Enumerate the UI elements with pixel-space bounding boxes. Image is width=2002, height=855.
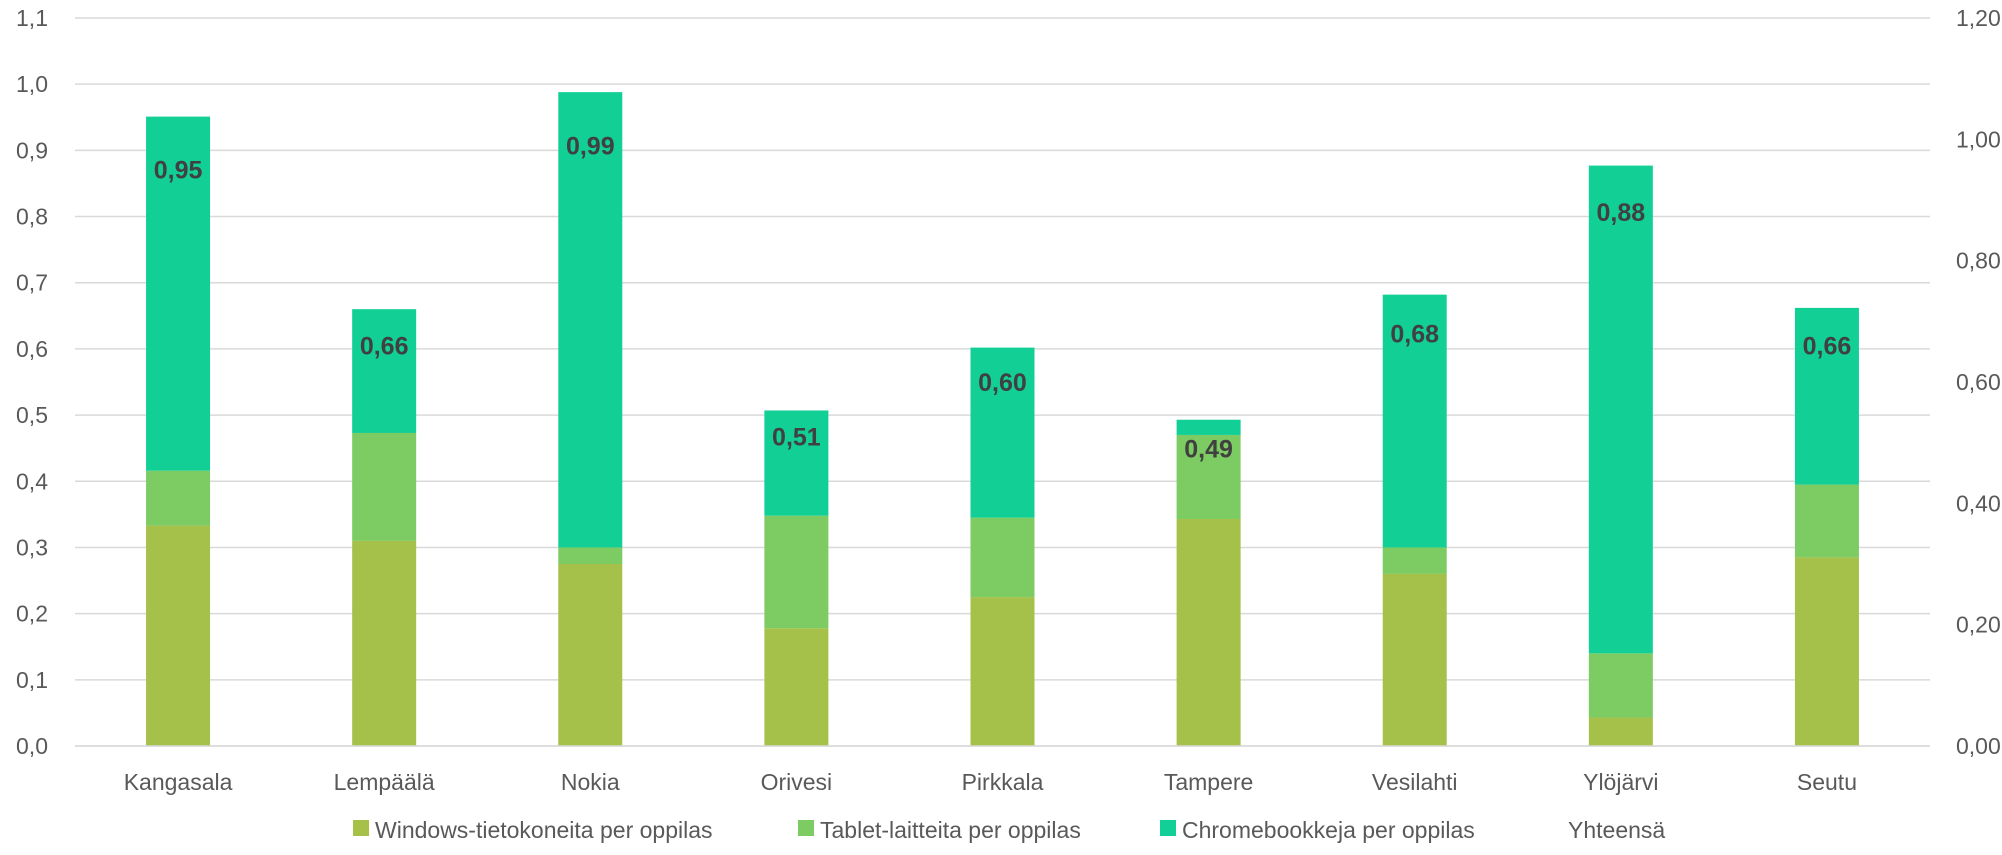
y-tick-label: 0,3 (16, 534, 48, 560)
bars (146, 92, 1859, 746)
legend-item: Tablet-laitteita per oppilas (798, 817, 1081, 843)
bar-stack (1176, 419, 1241, 746)
y2-tick-label: 0,60 (1956, 369, 2001, 395)
bar-segment-series-2 (1588, 653, 1653, 718)
bar-stack (970, 347, 1035, 746)
legend-item: Chromebookkeja per oppilas (1160, 817, 1475, 843)
bar-segment-series-1 (146, 525, 211, 746)
legend-swatch (1160, 820, 1176, 836)
bar-segment-series-2 (1176, 434, 1241, 519)
y2-tick-label: 0,80 (1956, 248, 2001, 274)
bar-stack (352, 309, 417, 746)
bar-stack (1794, 307, 1859, 746)
total-data-label: 0,99 (566, 132, 615, 160)
total-data-label: 0,95 (154, 157, 203, 185)
y-tick-label: 0,2 (16, 601, 48, 627)
legend-label: Windows-tietokoneita per oppilas (375, 817, 713, 843)
x-axis: Kangasala Lempäälä Nokia Orivesi Pirkkala Tam… (75, 745, 1930, 795)
bar-segment-series-2 (1382, 547, 1447, 574)
bar-segment-series-2 (146, 470, 211, 526)
bar-segment-series-3 (1588, 165, 1653, 654)
y-tick-label: 0,1 (16, 667, 48, 693)
bar-stack (558, 92, 623, 746)
y-tick-label: 1,1 (16, 5, 48, 31)
y2-tick-label: 0,00 (1956, 733, 2001, 759)
y-tick-label: 0,8 (16, 204, 48, 230)
bar-segment-series-2 (970, 517, 1035, 598)
bar-segment-series-3 (558, 92, 623, 548)
y-tick-label: 0,0 (16, 733, 48, 759)
y2-tick-label: 1,20 (1956, 5, 2001, 31)
total-data-label: 0,49 (1184, 436, 1233, 464)
bar-segment-series-2 (764, 515, 829, 629)
y2-tick-label: 0,20 (1956, 612, 2001, 638)
y-axis: 0,0 0,1 0,2 0,3 0,4 0,5 0,6 0,7 0,8 0,9 1,0 1,1 (16, 5, 48, 759)
bar-segment-series-3 (970, 347, 1035, 518)
bar-segment-series-1 (764, 628, 829, 746)
bar-segment-series-1 (1382, 573, 1447, 746)
bar-segment-series-2 (352, 432, 417, 541)
data-labels: 0,95 0,66 0,99 0,51 0,60 0,49 0,68 0,88 0,66 (154, 132, 1852, 463)
bar-segment-series-1 (558, 564, 623, 746)
x-category-label: Lempäälä (334, 769, 435, 795)
bar-segment-series-1 (1176, 518, 1241, 746)
legend-swatch (798, 820, 814, 836)
x-category-label: Nokia (561, 769, 620, 795)
total-data-label: 0,66 (1803, 333, 1852, 361)
bar-segment-series-3 (1176, 419, 1241, 435)
legend-item: Windows-tietokoneita per oppilas (353, 817, 713, 843)
total-data-label: 0,51 (772, 424, 821, 452)
bar-segment-series-3 (146, 116, 211, 471)
total-data-label: 0,60 (978, 369, 1027, 397)
x-category-label: Seutu (1797, 769, 1857, 795)
bar-segment-series-1 (1794, 557, 1859, 746)
total-data-label: 0,68 (1390, 320, 1439, 348)
secondary-y-axis: 0,00 0,20 0,40 0,60 0,80 1,00 1,20 (1956, 5, 2001, 759)
bar-stack (1588, 165, 1653, 746)
x-category-label: Orivesi (761, 769, 833, 795)
y-tick-label: 0,7 (16, 270, 48, 296)
legend-item: Yhteensä (1568, 817, 1665, 843)
x-category-label: Ylöjärvi (1583, 769, 1658, 795)
bar-segment-series-1 (1588, 717, 1653, 746)
bar-segment-series-3 (764, 410, 829, 516)
total-data-label: 0,66 (360, 333, 409, 361)
y-tick-label: 0,6 (16, 336, 48, 362)
y2-tick-label: 0,40 (1956, 490, 2001, 516)
bar-segment-series-3 (1794, 307, 1859, 485)
y-tick-label: 0,5 (16, 402, 48, 428)
bar-segment-series-2 (1794, 484, 1859, 558)
y-tick-label: 0,4 (16, 468, 48, 494)
x-category-label: Pirkkala (962, 769, 1044, 795)
bar-stack (764, 410, 829, 746)
legend-label: Chromebookkeja per oppilas (1182, 817, 1475, 843)
bar-segment-series-3 (1382, 294, 1447, 548)
bar-segment-series-1 (970, 597, 1035, 746)
x-category-label: Tampere (1164, 769, 1253, 795)
y-tick-label: 1,0 (16, 71, 48, 97)
y2-tick-label: 1,00 (1956, 126, 2001, 152)
legend-label: Tablet-laitteita per oppilas (820, 817, 1081, 843)
bar-stack (1382, 294, 1447, 746)
x-category-label: Kangasala (124, 769, 233, 795)
legend-swatch (353, 820, 369, 836)
legend: Windows-tietokoneita per oppilas Tablet-l… (353, 817, 1665, 843)
y-tick-label: 0,9 (16, 137, 48, 163)
total-data-label: 0,88 (1596, 199, 1645, 227)
bar-stack (146, 116, 211, 746)
bar-segment-series-3 (352, 309, 417, 433)
legend-label: Yhteensä (1568, 817, 1665, 843)
bar-segment-series-1 (352, 540, 417, 746)
bar-segment-series-2 (558, 547, 623, 564)
x-category-label: Vesilahti (1372, 769, 1458, 795)
